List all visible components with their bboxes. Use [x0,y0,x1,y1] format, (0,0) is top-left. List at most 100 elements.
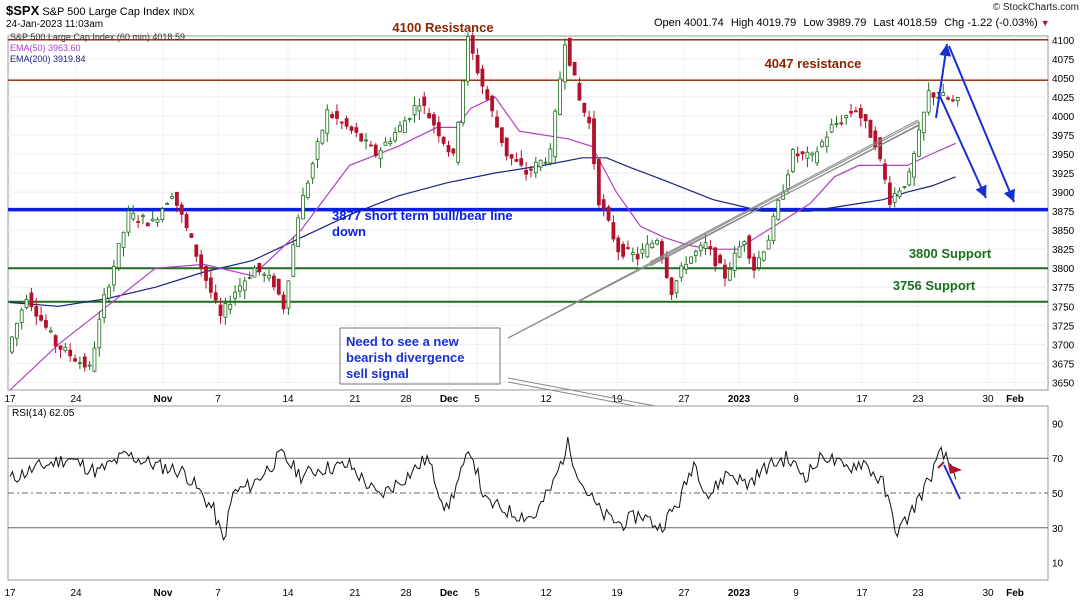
rsi-y-tick-label: 70 [1052,454,1064,465]
candle-body [495,116,499,128]
price-x-tick-label: 27 [678,394,690,405]
open-value: 4001.74 [683,17,724,29]
last-label: Last [873,17,895,29]
candle-body [897,190,902,198]
candle-body [509,154,514,159]
candle-body [650,242,655,248]
down-triangle-icon: ▼ [1040,18,1050,28]
candle-body [126,210,131,233]
rsi-x-tick-label: 19 [611,588,623,599]
candle-body [354,127,359,133]
candle-body [199,254,204,269]
price-y-tick-label: 3850 [1052,226,1075,237]
candle-body [145,222,150,227]
candle-body [761,251,766,261]
rsi-x-tick-label: 24 [70,588,82,599]
note-line-3: sell signal [346,366,409,381]
rsi-x-tick-label: 30 [982,588,994,599]
candle-body [732,252,737,271]
candle-body [339,121,344,124]
candle-body [155,219,160,223]
candle-body [587,116,592,124]
last-value: 4018.59 [897,17,938,29]
candle-body [563,44,567,83]
candle-body [805,151,810,159]
candle-body [669,277,674,296]
candle-body [87,364,92,367]
candle-body [499,127,504,144]
candle-body [824,136,829,147]
low-value: 3989.79 [826,17,867,29]
projection-arrow-down-1 [937,91,987,199]
candle-body [839,122,844,125]
low-label: Low [803,17,824,29]
candle-body [228,304,233,310]
candle-body [655,239,659,245]
candle-body [257,262,262,273]
price-x-tick-label: Feb [1006,394,1024,405]
candle-body [883,163,887,180]
candle-body [727,268,732,281]
candle-body [951,99,955,102]
projection-arrow-down-2 [948,45,1015,203]
price-x-tick-label: Nov [154,394,173,405]
candle-body [242,280,247,291]
candle-body [766,239,771,250]
rsi-y-tick-label: 90 [1052,419,1064,430]
candle-body [626,247,630,249]
candle-body [378,149,383,160]
candle-body [907,171,912,186]
note-line-2: bearish divergence [346,350,465,365]
rsi-x-tick-label: 5 [474,588,480,599]
candle-body [553,110,558,158]
rsi-x-tick-label: 17 [4,588,16,599]
candle-body [926,90,931,113]
candle-body [417,105,422,112]
candle-body [572,61,577,76]
candle-body [388,141,393,145]
price-y-tick-label: 3900 [1052,188,1075,199]
candle-body [693,250,698,256]
candle-body [660,241,664,260]
candle-body [737,246,742,258]
candle-body [592,118,596,165]
price-y-tick-label: 4000 [1052,112,1075,123]
open-label: Open [654,17,681,29]
price-x-tick-label: 9 [793,394,799,405]
price-y-tick-label: 3650 [1052,378,1075,389]
candle-body [82,356,87,368]
candle-body [19,309,24,323]
price-x-tick-label: 14 [282,394,294,405]
high-label: High [730,17,754,29]
price-y-tick-label: 3925 [1052,169,1075,180]
candle-body [92,347,97,372]
candle-body [208,277,213,293]
candle-body [73,358,77,362]
candle-body [786,174,790,189]
candle-body [194,244,199,257]
legend-price: S&P 500 Large Cap Index (60 min) 4018.59 [10,32,185,42]
chg-label: Chg [944,17,965,29]
candle-body [78,362,82,365]
candle-body [664,256,669,278]
candle-body [141,215,145,217]
price-y-tick-label: 3750 [1052,302,1075,313]
candle-body [456,121,461,163]
candle-body [946,97,950,100]
candle-body [524,169,528,175]
candle-body [844,115,849,118]
candle-body [955,97,960,102]
candle-body [301,194,305,220]
price-x-tick-label: 28 [400,394,412,405]
price-y-tick-label: 3725 [1052,321,1075,332]
legend-ema50: EMA(50) 3963.60 [10,43,81,53]
candle-body [393,132,398,142]
price-y-tick-label: 3825 [1052,245,1075,256]
candle-body [529,168,533,171]
rsi-y-tick-label: 30 [1052,524,1064,535]
candle-body [849,111,853,114]
candle-body [44,320,48,328]
candle-body [315,141,320,160]
candle-body [698,244,703,252]
price-x-tick-label: 19 [611,394,623,405]
